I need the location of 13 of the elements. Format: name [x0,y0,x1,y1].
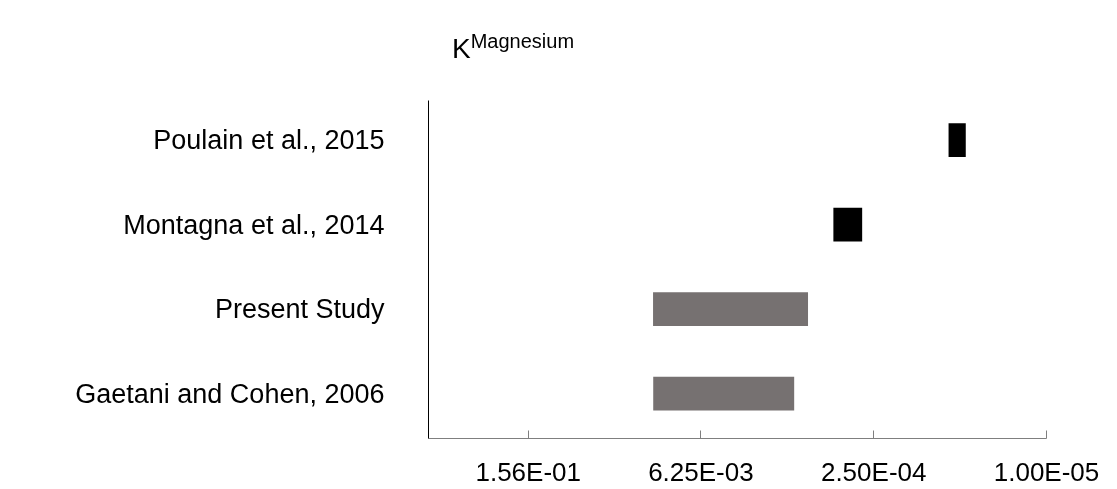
bar [833,207,863,242]
bar [653,376,795,411]
y-tick-label: Present Study [214,294,385,325]
bar [653,292,809,327]
x-tick-label: 1.56E-01 [475,456,581,487]
x-tick-label: 6.25E-03 [648,456,754,487]
y-tick-label: Montagna et al., 2014 [123,209,385,240]
bar [948,123,966,158]
y-tick-label: Gaetani and Cohen, 2006 [75,378,385,409]
chart-title: K$^{Magnesium}$ [452,29,575,67]
x-tick-label: 2.50E-04 [820,456,927,487]
y-tick-label: Poulain et al., 2015 [153,125,385,156]
x-tick-label: 1.00E-05 [993,456,1100,487]
